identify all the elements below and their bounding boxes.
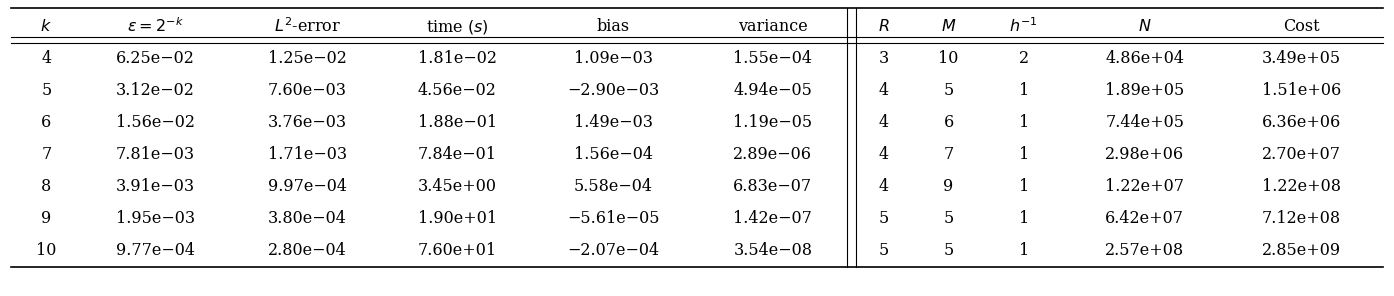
Text: $R$: $R$ [878,18,889,35]
Text: 9.77e−04: 9.77e−04 [116,242,195,259]
Text: $N$: $N$ [1138,18,1151,35]
Text: 4.86e+04: 4.86e+04 [1105,50,1185,67]
Text: 1.88e−01: 1.88e−01 [418,114,496,131]
Text: 5: 5 [42,82,52,99]
Text: 1.56e−04: 1.56e−04 [574,146,652,163]
Text: 1.22e+07: 1.22e+07 [1105,178,1185,195]
Text: 3.80e−04: 3.80e−04 [268,210,347,227]
Text: 2.85e+09: 2.85e+09 [1262,242,1341,259]
Text: 9: 9 [42,210,52,227]
Text: 1.51e+06: 1.51e+06 [1262,82,1341,99]
Text: 1.89e+05: 1.89e+05 [1105,82,1185,99]
Text: $h^{-1}$: $h^{-1}$ [1009,17,1039,36]
Text: 6.25e−02: 6.25e−02 [116,50,195,67]
Text: 5: 5 [944,210,953,227]
Text: 7.60e−03: 7.60e−03 [268,82,347,99]
Text: 9: 9 [944,178,953,195]
Text: 6: 6 [42,114,52,131]
Text: 1: 1 [1019,178,1029,195]
Text: variance: variance [737,18,807,35]
Text: 7.81e−03: 7.81e−03 [116,146,195,163]
Text: 1.42e−07: 1.42e−07 [733,210,813,227]
Text: 1.19e−05: 1.19e−05 [733,114,813,131]
Text: 1: 1 [1019,114,1029,131]
Text: 5: 5 [944,82,953,99]
Text: 4: 4 [878,178,889,195]
Text: 1.25e−02: 1.25e−02 [268,50,347,67]
Text: 5.58e−04: 5.58e−04 [574,178,652,195]
Text: bias: bias [597,18,630,35]
Text: 3.54e−08: 3.54e−08 [733,242,813,259]
Text: 6.36e+06: 6.36e+06 [1262,114,1341,131]
Text: Cost: Cost [1284,18,1320,35]
Text: 4.94e−05: 4.94e−05 [733,82,813,99]
Text: 5: 5 [944,242,953,259]
Text: 10: 10 [938,50,959,67]
Text: 6.42e+07: 6.42e+07 [1105,210,1185,227]
Text: −2.90e−03: −2.90e−03 [567,82,659,99]
Text: 7.12e+08: 7.12e+08 [1262,210,1341,227]
Text: −2.07e−04: −2.07e−04 [567,242,659,259]
Text: 7.44e+05: 7.44e+05 [1105,114,1185,131]
Text: 1.22e+08: 1.22e+08 [1262,178,1341,195]
Text: 2.89e−06: 2.89e−06 [733,146,813,163]
Text: 1.55e−04: 1.55e−04 [733,50,813,67]
Text: 1.09e−03: 1.09e−03 [574,50,652,67]
Text: 4: 4 [878,114,889,131]
Text: 3.45e+00: 3.45e+00 [418,178,496,195]
Text: 10: 10 [36,242,57,259]
Text: −5.61e−05: −5.61e−05 [567,210,659,227]
Text: 2.70e+07: 2.70e+07 [1262,146,1341,163]
Text: 1.95e−03: 1.95e−03 [116,210,195,227]
Text: 8: 8 [42,178,52,195]
Text: $k$: $k$ [40,18,52,35]
Text: 7.84e−01: 7.84e−01 [418,146,496,163]
Text: 2.98e+06: 2.98e+06 [1105,146,1185,163]
Text: 1.90e+01: 1.90e+01 [418,210,496,227]
Text: 6.83e−07: 6.83e−07 [733,178,813,195]
Text: 6: 6 [944,114,953,131]
Text: 3: 3 [878,50,889,67]
Text: 3.12e−02: 3.12e−02 [116,82,195,99]
Text: 2.80e−04: 2.80e−04 [268,242,347,259]
Text: 3.76e−03: 3.76e−03 [268,114,347,131]
Text: 4: 4 [878,82,889,99]
Text: 1.56e−02: 1.56e−02 [116,114,195,131]
Text: 3.91e−03: 3.91e−03 [116,178,195,195]
Text: $L^2$-error: $L^2$-error [273,17,340,36]
Text: 2.57e+08: 2.57e+08 [1105,242,1185,259]
Text: 4: 4 [878,146,889,163]
Text: 9.97e−04: 9.97e−04 [268,178,347,195]
Text: 7: 7 [42,146,52,163]
Text: 1.49e−03: 1.49e−03 [574,114,652,131]
Text: 7: 7 [944,146,953,163]
Text: 5: 5 [878,210,889,227]
Text: 1: 1 [1019,210,1029,227]
Text: $\varepsilon = 2^{-k}$: $\varepsilon = 2^{-k}$ [127,17,184,36]
Text: 2: 2 [1019,50,1029,67]
Text: 7.60e+01: 7.60e+01 [418,242,496,259]
Text: 1: 1 [1019,242,1029,259]
Text: 5: 5 [878,242,889,259]
Text: 1: 1 [1019,82,1029,99]
Text: 1.81e−02: 1.81e−02 [418,50,496,67]
Text: 1: 1 [1019,146,1029,163]
Text: $M$: $M$ [941,18,956,35]
Text: 4.56e−02: 4.56e−02 [418,82,496,99]
Text: time $(s)$: time $(s)$ [427,18,489,36]
Text: 1.71e−03: 1.71e−03 [268,146,347,163]
Text: 3.49e+05: 3.49e+05 [1262,50,1341,67]
Text: 4: 4 [42,50,52,67]
